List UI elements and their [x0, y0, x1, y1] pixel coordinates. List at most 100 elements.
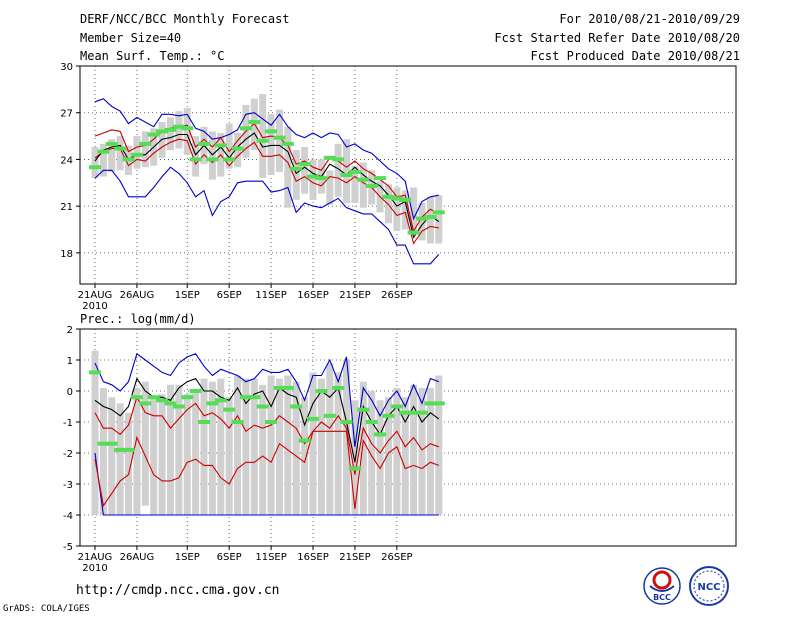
- temp-box: [410, 187, 418, 233]
- temp-box: [116, 136, 124, 171]
- produced-date: Fcst Produced Date 2010/08/21: [530, 49, 740, 63]
- prec-x-tick-label: 21SEP: [339, 552, 370, 563]
- temp-green-marker: [156, 129, 169, 134]
- temp-red-upper-line: [94, 122, 440, 233]
- prec-green-marker: [164, 401, 177, 406]
- temp-green-marker: [206, 157, 219, 162]
- prec-y-tick-label: -2: [63, 449, 73, 460]
- prec-y-tick-label: 2: [67, 325, 73, 336]
- prec-box: [343, 360, 351, 515]
- temp-box: [359, 162, 367, 208]
- temp-green-marker: [424, 215, 437, 220]
- temp-box: [426, 196, 434, 244]
- temp-x-tick-sublabel: 2010: [82, 301, 107, 312]
- prec-box: [376, 400, 384, 515]
- temp-green-marker: [231, 146, 244, 151]
- prec-y-tick-label: -3: [63, 480, 73, 491]
- temp-green-marker: [323, 155, 336, 160]
- prec-box: [301, 397, 309, 515]
- prec-green-marker: [256, 404, 269, 409]
- temp-green-marker: [432, 210, 445, 215]
- temp-box: [301, 146, 309, 194]
- prec-red-upper-line: [94, 395, 439, 475]
- temp-green-marker: [348, 169, 361, 174]
- temp-x-tick-label: 21AUG: [78, 290, 113, 301]
- temp-box: [166, 117, 174, 151]
- source-url[interactable]: http://cmdp.ncc.cma.gov.cn: [76, 583, 280, 598]
- prec-box: [267, 375, 275, 515]
- prec-box: [401, 397, 409, 515]
- prec-green-marker: [248, 395, 261, 400]
- prec-box: [326, 363, 334, 515]
- prec-green-marker: [273, 385, 286, 390]
- temp-green-marker: [223, 157, 236, 162]
- temp-x-tick-label: 26AUG: [120, 290, 155, 301]
- prec-green-marker: [390, 404, 403, 409]
- prec-green-marker: [365, 420, 378, 424]
- prec-green-marker: [407, 410, 420, 415]
- prec-box: [91, 350, 99, 515]
- temp-box: [175, 111, 183, 149]
- prec-box: [284, 375, 292, 515]
- prec-box: [158, 394, 166, 515]
- prec-green-marker: [239, 395, 252, 400]
- prec-green-marker: [206, 401, 219, 406]
- prec-y-tick-label: -4: [63, 511, 73, 522]
- prec-box: [384, 397, 392, 515]
- prec-box: [351, 400, 359, 515]
- prec-box: [225, 397, 233, 515]
- temp-green-marker: [357, 177, 370, 182]
- temp-green-marker: [382, 194, 395, 199]
- temp-box: [99, 143, 107, 177]
- temp-box: [418, 203, 426, 241]
- temp-green-marker: [390, 196, 403, 201]
- temp-green-marker: [281, 141, 294, 146]
- temp-green-marker: [315, 176, 328, 181]
- temp-ensemble-mean-line: [94, 132, 440, 239]
- prec-green-marker: [281, 385, 294, 390]
- prec-green-marker: [147, 395, 160, 400]
- temp-box: [259, 94, 267, 179]
- prec-green-marker: [223, 407, 236, 412]
- temp-red-lower-line: [94, 138, 439, 245]
- temp-box: [309, 159, 317, 200]
- prec-green-marker: [374, 432, 387, 437]
- temp-box: [183, 108, 191, 155]
- temp-box: [393, 187, 401, 232]
- prec-green-marker: [114, 447, 127, 452]
- prec-blue-lower-line: [94, 452, 439, 516]
- prec-x-tick-label: 1SEP: [175, 552, 200, 563]
- prec-y-tick-label: -1: [63, 418, 73, 429]
- prec-green-marker: [231, 420, 244, 424]
- prec-box: [309, 372, 317, 515]
- temp-green-marker: [147, 132, 160, 137]
- temp-green-marker: [198, 141, 211, 146]
- prec-box: [242, 378, 250, 515]
- temp-x-tick-label: 1SEP: [175, 290, 200, 301]
- prec-box: [99, 387, 107, 515]
- temp-green-marker: [265, 129, 278, 134]
- prec-box: [426, 387, 434, 515]
- prec-green-marker: [340, 420, 353, 424]
- temp-green-marker: [164, 127, 177, 132]
- prec-green-marker: [139, 401, 152, 406]
- temp-green-marker: [248, 120, 261, 125]
- prec-box: [259, 384, 267, 515]
- temp-green-marker: [97, 149, 110, 154]
- temp-box: [275, 109, 283, 172]
- prec-box: [166, 384, 174, 515]
- temp-green-marker: [365, 183, 378, 188]
- temp-box: [133, 136, 141, 169]
- member-size: Member Size=40: [80, 31, 182, 45]
- prec-box: [435, 375, 443, 515]
- prec-box: [108, 397, 116, 515]
- prec-box: [234, 375, 242, 515]
- temp-green-marker: [340, 173, 353, 177]
- temp-box: [292, 150, 300, 200]
- prec-x-tick-label: 26AUG: [120, 552, 155, 563]
- prec-box: [192, 391, 200, 515]
- prec-green-marker: [214, 398, 227, 403]
